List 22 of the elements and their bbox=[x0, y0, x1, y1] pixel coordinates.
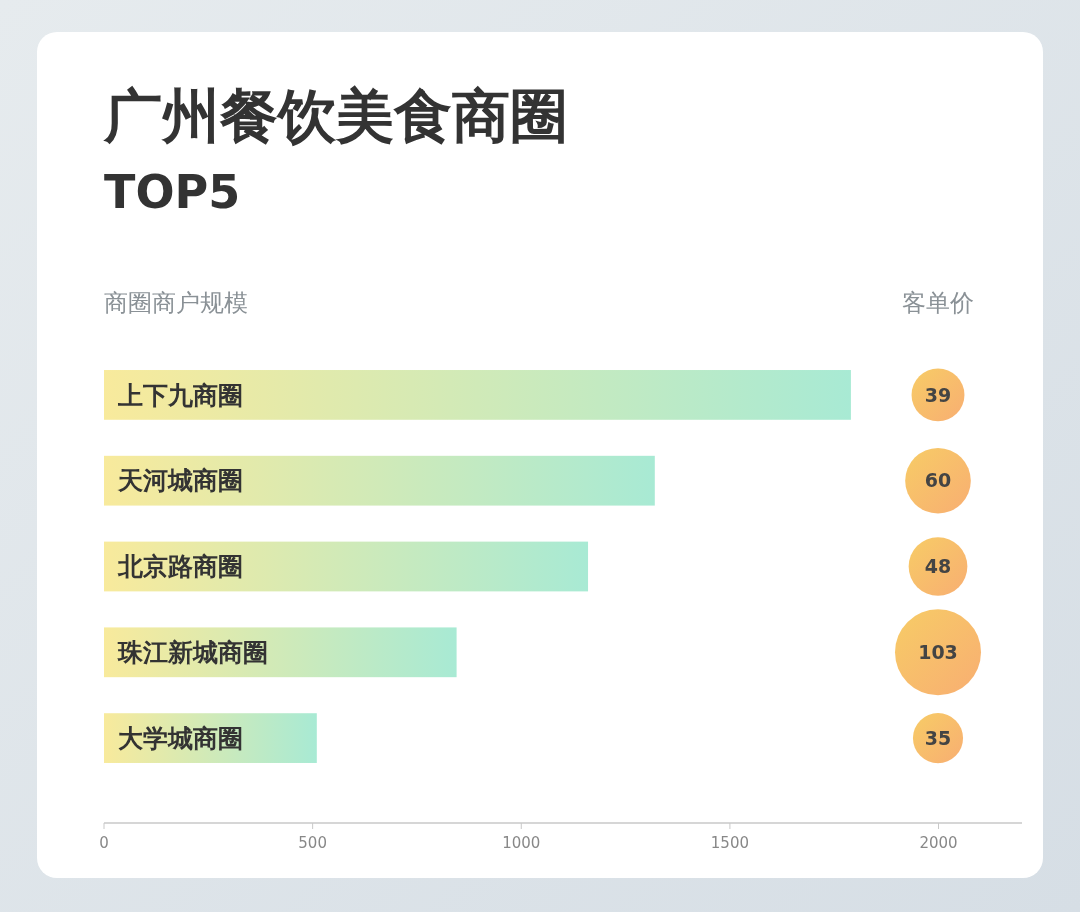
data-label: 39 bbox=[924, 383, 952, 406]
x-tick-label: 500 bbox=[298, 834, 327, 852]
chart-title: 广州餐饮美食商圈 bbox=[103, 82, 568, 150]
data-label: 48 bbox=[924, 555, 952, 578]
chart-subtitle: TOP5 bbox=[104, 165, 241, 219]
text: 客单价 bbox=[902, 289, 974, 317]
data-label: 60 bbox=[924, 469, 952, 492]
y-tick-label: 珠江新城商圈 bbox=[117, 638, 268, 668]
data-label: 103 bbox=[918, 640, 958, 663]
y-tick-label: 天河城商圈 bbox=[117, 466, 243, 496]
x-tick-label: 0 bbox=[99, 834, 109, 852]
x-tick-label: 1000 bbox=[502, 834, 541, 852]
bar bbox=[104, 370, 851, 420]
x-tick-label: 1500 bbox=[710, 834, 749, 852]
y-tick-label: 大学城商圈 bbox=[118, 723, 243, 753]
bar bbox=[104, 455, 655, 506]
x-tick-label: 2000 bbox=[919, 834, 958, 852]
data-label: 35 bbox=[924, 726, 952, 749]
bar bbox=[104, 541, 589, 592]
y-tick-label: 上下九商圈 bbox=[117, 380, 243, 410]
x-axis-title: 商圈商户规模 bbox=[104, 289, 248, 317]
y-tick-label: 北京路商圈 bbox=[117, 552, 243, 582]
